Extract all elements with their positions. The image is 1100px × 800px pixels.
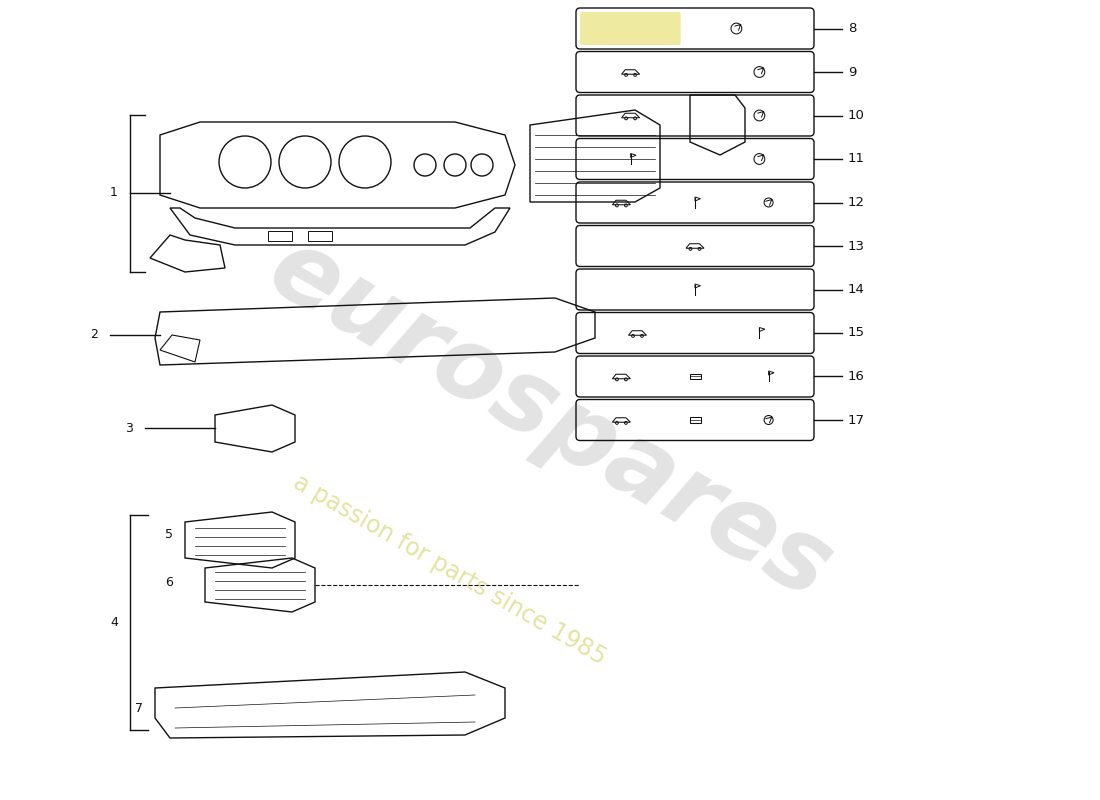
Text: 5: 5	[165, 529, 173, 542]
Text: 13: 13	[848, 239, 865, 253]
FancyBboxPatch shape	[580, 12, 681, 45]
Bar	[268, 231, 292, 241]
Bar	[308, 231, 332, 241]
Text: 2: 2	[90, 329, 98, 342]
Text: 4: 4	[110, 617, 118, 630]
Text: 3: 3	[125, 422, 133, 434]
Text: a passion for parts since 1985: a passion for parts since 1985	[289, 470, 610, 670]
Bar	[690, 418, 701, 422]
Bar	[690, 374, 701, 379]
Text: 11: 11	[848, 153, 865, 166]
Text: 12: 12	[848, 196, 865, 209]
Text: 10: 10	[848, 109, 865, 122]
Text: 7: 7	[135, 702, 143, 714]
Text: 8: 8	[848, 22, 857, 35]
Text: 14: 14	[848, 283, 865, 296]
Text: 15: 15	[848, 326, 865, 339]
Text: 1: 1	[110, 186, 118, 199]
Text: 6: 6	[165, 575, 173, 589]
Text: 9: 9	[848, 66, 857, 78]
Text: 16: 16	[848, 370, 865, 383]
Text: 17: 17	[848, 414, 865, 426]
Text: eurospares: eurospares	[252, 220, 848, 620]
